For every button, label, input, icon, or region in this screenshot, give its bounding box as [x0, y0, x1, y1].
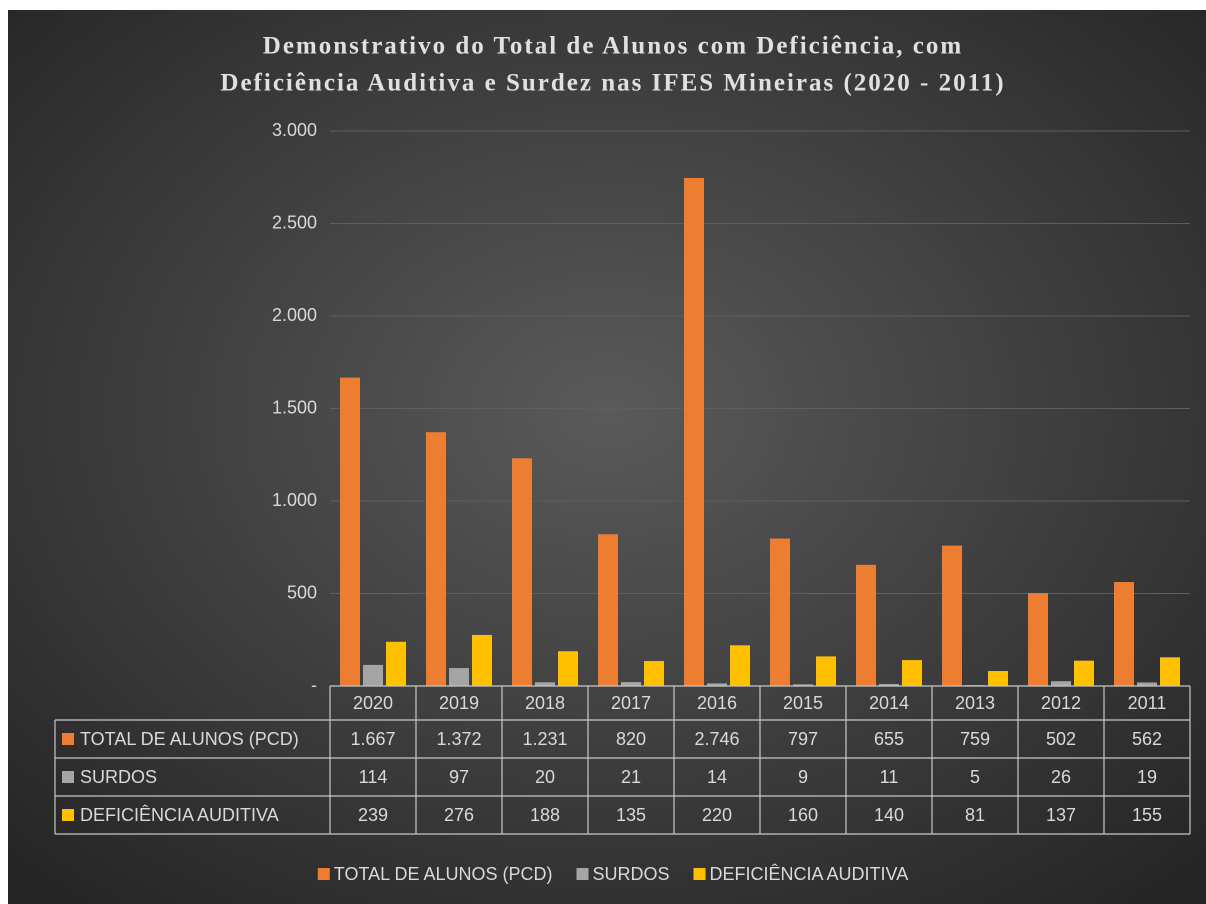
data-label: 1.372 — [436, 729, 481, 749]
bar — [770, 538, 790, 686]
data-label: 188 — [530, 805, 560, 825]
legend-label: TOTAL DE ALUNOS (PCD) — [334, 864, 553, 884]
bar — [1074, 660, 1094, 686]
bar — [386, 641, 406, 686]
chart-title: Demonstrativo do Total de Alunos com Def… — [263, 33, 963, 60]
data-label: 820 — [616, 729, 646, 749]
x-tick-label: 2015 — [783, 693, 823, 713]
table-row-label: TOTAL DE ALUNOS (PCD) — [80, 729, 299, 749]
data-label: 97 — [449, 767, 469, 787]
data-label: 655 — [874, 729, 904, 749]
y-tick-label: 1.500 — [272, 397, 317, 417]
bar — [793, 684, 813, 686]
data-label: 20 — [535, 767, 555, 787]
legend-key — [62, 771, 74, 783]
bar — [644, 661, 664, 686]
x-tick-label: 2013 — [955, 693, 995, 713]
bar — [1137, 682, 1157, 686]
bar — [684, 177, 704, 687]
data-label: 562 — [1132, 729, 1162, 749]
data-label: 276 — [444, 805, 474, 825]
data-label: 21 — [621, 767, 641, 787]
x-tick-label: 2018 — [525, 693, 565, 713]
legend-key — [62, 733, 74, 745]
x-tick-label: 2020 — [353, 693, 393, 713]
bar — [340, 377, 360, 686]
legend-key — [693, 868, 706, 880]
legend-key — [317, 868, 330, 880]
data-label: 14 — [707, 767, 727, 787]
bar — [1114, 582, 1134, 686]
bar — [1051, 681, 1071, 686]
bar — [363, 664, 383, 686]
table-row-label: DEFICIÊNCIA AUDITIVA — [80, 805, 279, 825]
y-tick-label: 2.500 — [272, 212, 317, 232]
bar — [856, 564, 876, 686]
data-label: 140 — [874, 805, 904, 825]
data-label: 1.667 — [350, 729, 395, 749]
y-tick-label: 500 — [287, 582, 317, 602]
legend-key — [62, 809, 74, 821]
chart-background — [8, 10, 1206, 904]
data-label: 114 — [359, 767, 388, 787]
y-tick-label: 2.000 — [272, 305, 317, 325]
x-tick-label: 2012 — [1041, 693, 1081, 713]
bar — [449, 668, 469, 686]
bar — [621, 682, 641, 686]
data-label: 160 — [788, 805, 818, 825]
data-label: 239 — [358, 805, 388, 825]
y-tick-label: 3.000 — [272, 120, 317, 140]
data-label: 2.746 — [694, 729, 739, 749]
bar — [472, 634, 492, 686]
bar — [512, 458, 532, 686]
x-tick-label: 2019 — [439, 693, 479, 713]
bar — [879, 683, 899, 686]
x-tick-label: 2014 — [869, 693, 909, 713]
x-tick-label: 2011 — [1128, 693, 1167, 713]
chart-title: Deficiência Auditiva e Surdez nas IFES M… — [220, 70, 1005, 97]
data-label: 9 — [798, 767, 808, 787]
data-label: 26 — [1051, 767, 1071, 787]
data-label: 759 — [960, 729, 990, 749]
table-row-label: SURDOS — [80, 767, 157, 787]
data-label: 1.231 — [522, 729, 567, 749]
data-label: 220 — [702, 805, 732, 825]
legend-key — [576, 868, 589, 880]
data-label: 81 — [965, 805, 985, 825]
y-tick-label: - — [311, 675, 317, 695]
data-label: 797 — [788, 729, 818, 749]
bar — [535, 682, 555, 686]
bar — [426, 432, 446, 686]
bar — [730, 645, 750, 686]
bar — [598, 534, 618, 686]
bar — [942, 545, 962, 686]
bar — [1028, 593, 1048, 686]
legend-label: DEFICIÊNCIA AUDITIVA — [710, 864, 909, 884]
bar — [707, 683, 727, 686]
data-label: 135 — [616, 805, 646, 825]
x-tick-label: 2017 — [611, 693, 651, 713]
data-label: 155 — [1132, 805, 1162, 825]
data-label: 502 — [1046, 729, 1076, 749]
bar — [988, 671, 1008, 686]
bar — [1160, 657, 1180, 686]
data-label: 11 — [880, 767, 899, 787]
data-label: 137 — [1046, 805, 1076, 825]
bar — [816, 656, 836, 686]
data-label: 5 — [970, 767, 980, 787]
legend-label: SURDOS — [593, 864, 670, 884]
bar — [558, 651, 578, 686]
data-label: 19 — [1137, 767, 1157, 787]
y-tick-label: 1.000 — [272, 490, 317, 510]
bar — [902, 660, 922, 686]
x-tick-label: 2016 — [697, 693, 737, 713]
